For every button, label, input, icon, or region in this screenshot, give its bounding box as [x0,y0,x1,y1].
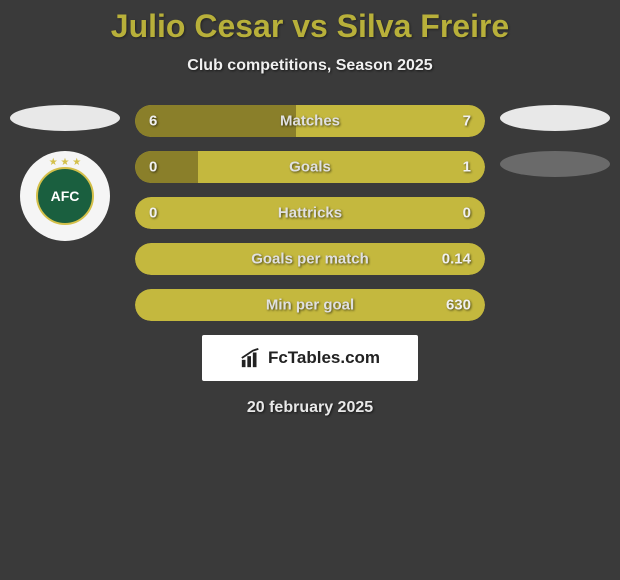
badge-stars-icon: ★ ★ ★ [49,157,81,168]
player-right-placeholder [500,105,610,131]
bar-fill-left [135,105,296,137]
stat-row: Min per goal 630 [135,289,485,321]
stat-value-left: 0 [149,159,157,176]
stat-label: Goals per match [251,251,369,268]
bar-fill-left [135,151,198,183]
chart-icon [240,347,262,369]
badge-inner: AFC [36,167,94,225]
stat-value-right: 630 [446,297,471,314]
page-title: Julio Cesar vs Silva Freire [0,0,620,45]
team-badge-left: ★ ★ ★ AFC [20,151,110,241]
right-column [500,105,610,197]
source-logo: FcTables.com [202,335,418,381]
stat-value-left: 0 [149,205,157,222]
subtitle: Club competitions, Season 2025 [0,57,620,75]
left-column: ★ ★ ★ AFC [10,105,120,241]
stat-row: Goals per match 0.14 [135,243,485,275]
stat-label: Goals [289,159,331,176]
team-right-placeholder [500,151,610,177]
stat-row: Goals 0 1 [135,151,485,183]
stat-value-right: 7 [463,113,471,130]
date-label: 20 february 2025 [0,399,620,417]
stat-label: Min per goal [266,297,354,314]
stat-value-right: 0.14 [442,251,471,268]
stat-row: Matches 6 7 [135,105,485,137]
player-left-placeholder [10,105,120,131]
stat-bars: Matches 6 7 Goals 0 1 Hattricks 0 0 Goals per mat… [135,105,485,321]
logo-text: FcTables.com [268,348,380,368]
stat-label: Hattricks [278,205,342,222]
comparison-content: ★ ★ ★ AFC Matches67Goals01Hattricks00Goa… [0,105,620,321]
stat-value-right: 0 [463,205,471,222]
stat-value-right: 1 [463,159,471,176]
stat-row: Hattricks 0 0 [135,197,485,229]
stat-value-left: 6 [149,113,157,130]
stat-label: Matches [280,113,340,130]
